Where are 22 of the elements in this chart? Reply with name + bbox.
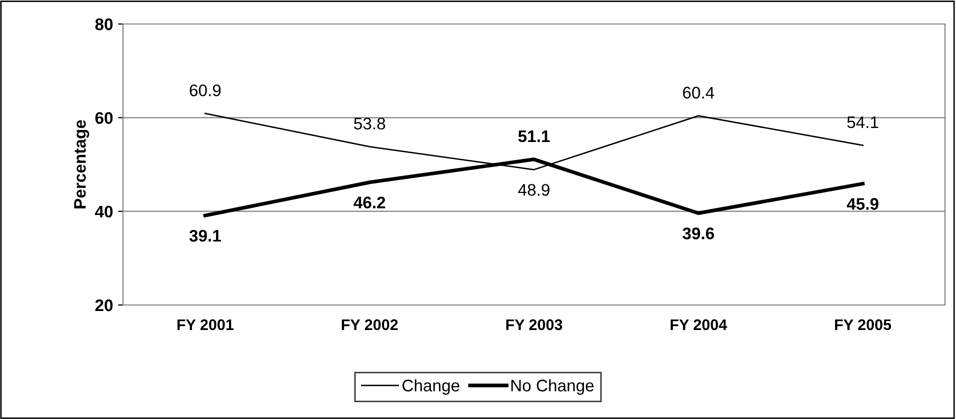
data-label: 53.8 — [354, 118, 386, 130]
y-tick-label: 40 — [94, 206, 113, 218]
data-label: 45.9 — [846, 198, 878, 210]
y-tick-label: 60 — [95, 112, 113, 124]
y-axis-title: Percentage — [74, 120, 90, 208]
x-tick-label: FY 2001 — [177, 319, 234, 330]
x-tick-label: FY 2002 — [342, 319, 398, 330]
legend-label: Change — [402, 379, 460, 395]
data-label: 39.1 — [189, 230, 221, 242]
y-tick-label: 20 — [95, 299, 113, 312]
data-label: 46.2 — [354, 196, 386, 208]
x-tick-label: FY 2004 — [670, 319, 728, 330]
x-tick-label: FY 2003 — [506, 319, 562, 330]
data-label: 39.6 — [682, 228, 714, 240]
data-label: 48.9 — [518, 184, 550, 196]
data-label: 60.9 — [190, 84, 221, 96]
legend-label: No Change — [511, 379, 594, 395]
data-label: 54.1 — [847, 116, 878, 128]
y-tick-label: 80 — [95, 18, 113, 30]
data-label: 60.4 — [683, 86, 714, 99]
data-label: 51.1 — [518, 130, 550, 142]
x-tick-label: FY 2005 — [835, 319, 892, 330]
